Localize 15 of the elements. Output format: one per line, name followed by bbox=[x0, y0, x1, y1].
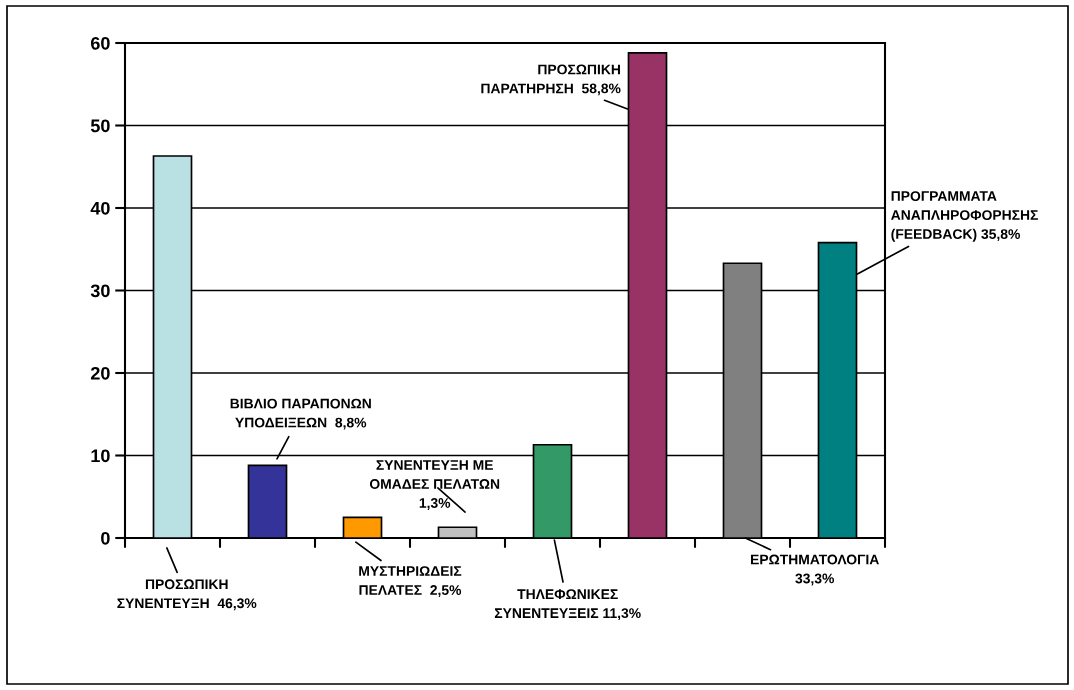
data-label: ΒΙΒΛΙΟ ΠΑΡΑΠΟΝΩΝ ΥΠΟΔΕΙΞΕΩΝ 8,8% bbox=[230, 398, 371, 430]
data-label: ΠΡΟΓΡΑΜΜΑΤΑ ΑΝΑΠΛΗΡΟΦΟΡΗΣΗΣ (FEEDBACK) 35,8% bbox=[891, 191, 1038, 242]
y-tick-label: 50 bbox=[90, 119, 110, 133]
data-label: ΠΡΟΣΩΠΙΚΗ ΣΥΝΕΝΤΕΥΞΗ 46,3% bbox=[117, 579, 257, 611]
data-label: ΣΥΝΕΝΤΕΥΞΗ ΜΕ ΟΜΑΔΕΣ ΠΕΛΑΤΩΝ 1,3% bbox=[369, 460, 500, 510]
y-tick-label: 10 bbox=[91, 449, 110, 463]
y-tick-label: 0 bbox=[101, 531, 110, 545]
y-tick-label: 30 bbox=[90, 284, 110, 298]
data-label: ΠΡΟΣΩΠΙΚΗ ΠΑΡΑΤΗΡΗΣΗ 58,8% bbox=[481, 64, 621, 96]
data-label: ΤΗΛΕΦΩΝΙΚΕΣ ΣΥΝΕΝΤΕΥΞΕΙΣ 11,3% bbox=[494, 589, 641, 621]
data-label: ΜΥΣΤΗΡΙΩΔΕΙΣ ΠΕΛΑΤΕΣ 2,5% bbox=[359, 566, 462, 597]
y-tick-label: 20 bbox=[90, 366, 110, 380]
y-tick-label: 40 bbox=[90, 201, 110, 215]
data-label: ΕΡΩΤΗΜΑΤΟΛΟΓΙΑ 33,3% bbox=[751, 554, 879, 586]
y-tick-label: 60 bbox=[91, 36, 110, 50]
